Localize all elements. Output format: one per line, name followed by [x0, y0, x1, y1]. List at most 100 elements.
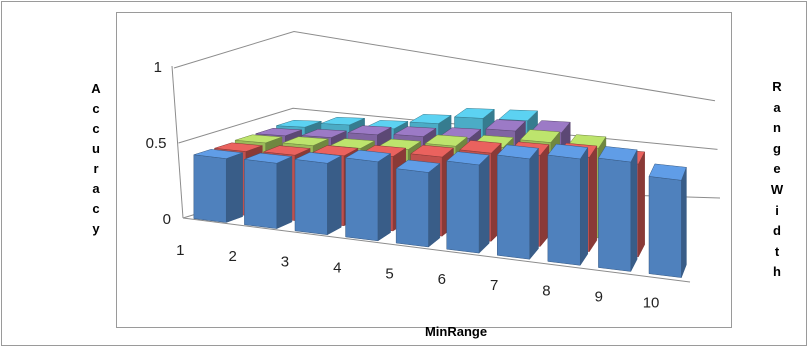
bar-face: [344, 149, 392, 163]
axis-label-letter: u: [92, 141, 100, 156]
x-tick-label: 8: [542, 283, 550, 300]
bar-face: [519, 129, 561, 143]
bars: [193, 108, 687, 278]
bar: [446, 151, 490, 254]
bar-face: [498, 109, 539, 121]
bar-face: [547, 154, 581, 266]
bar-face: [327, 155, 342, 236]
axis-label-letter: c: [92, 121, 100, 136]
axis-label-letter: R: [772, 79, 782, 94]
bar-face: [630, 149, 638, 272]
x-tick-label: 3: [281, 254, 289, 271]
bar: [395, 159, 441, 248]
bar: [344, 149, 392, 242]
y-tick-label: 1: [154, 59, 162, 76]
axis-label-letter: e: [773, 161, 781, 177]
bar-face: [214, 142, 263, 152]
y-tick-label: 0.5: [146, 135, 167, 152]
bar-face: [681, 167, 687, 278]
axis-label-letter: a: [92, 181, 100, 196]
bar-face: [193, 154, 227, 223]
x-tick-label: 10: [643, 294, 660, 311]
bar-face: [393, 126, 437, 137]
x-tick-label: 7: [490, 277, 498, 294]
x-tick-label: 1: [176, 242, 184, 259]
axis-label-letter: y: [92, 221, 100, 236]
axis-label-letter: c: [92, 101, 100, 116]
axis-label-letter: g: [773, 140, 781, 156]
x-tick-label: 9: [595, 289, 603, 306]
bar-face: [320, 117, 365, 126]
bar-face: [589, 145, 598, 253]
axis-label-letter: h: [773, 264, 781, 280]
gridline: [173, 30, 716, 102]
x-tick-label: 4: [333, 260, 341, 277]
bar-face: [547, 143, 589, 160]
axis-label-letter: t: [774, 243, 780, 259]
bar-face: [410, 144, 455, 158]
bar-face: [497, 154, 530, 260]
axis-label-letter: W: [770, 181, 784, 197]
x-tick-label: 5: [385, 265, 393, 282]
bar: [547, 143, 589, 267]
bar-face: [395, 168, 429, 248]
bar-face: [598, 157, 632, 272]
bar-face: [276, 156, 293, 229]
floor-edge: [182, 217, 691, 283]
bar-face: [301, 129, 347, 138]
bar: [496, 144, 539, 260]
bar-face: [496, 144, 539, 160]
bar-face: [648, 163, 687, 181]
bar-face: [235, 134, 283, 144]
bar-face: [446, 151, 490, 166]
bar: [648, 163, 687, 278]
bar-face: [294, 159, 328, 236]
bar-face: [638, 151, 645, 257]
bar-face: [428, 162, 441, 248]
y-axis-line: [171, 65, 184, 219]
bar-face: [579, 146, 589, 267]
x-axis-label: MinRange: [424, 324, 488, 339]
axis-label-letter: n: [773, 120, 781, 136]
bar-face: [294, 152, 343, 164]
bar-face: [529, 147, 539, 260]
bar-face: [225, 152, 243, 223]
axis-label-letter: i: [775, 202, 779, 218]
bar-face: [276, 119, 322, 128]
tick-labels: 0 0.5 1 1 2 3 4 5 6 7 8 9 10: [146, 59, 660, 311]
bar: [294, 152, 343, 236]
bar-face: [485, 119, 527, 132]
bar-face: [244, 152, 293, 164]
bar-face: [453, 108, 496, 119]
bar-face: [478, 154, 490, 254]
bar-face: [377, 153, 391, 242]
bar-face: [282, 136, 329, 146]
bar-face: [395, 159, 441, 173]
bar-face: [345, 157, 379, 242]
bar-face: [459, 140, 502, 154]
axis-label-letter: a: [773, 99, 781, 115]
x-tick-label: 2: [228, 248, 236, 265]
bar: [193, 149, 243, 223]
bar-face: [648, 176, 682, 278]
bar-face: [446, 160, 480, 254]
axis-label-letter: r: [93, 161, 99, 176]
bar-face: [424, 134, 468, 147]
bar-face: [409, 114, 452, 124]
axis-label-letter: d: [773, 223, 781, 239]
x-tick-label: 6: [438, 271, 446, 288]
bar-face: [244, 159, 278, 229]
bar-face: [598, 146, 638, 163]
bar: [244, 152, 293, 229]
bar-face: [193, 149, 243, 159]
bar-face: [263, 145, 312, 156]
bar-face: [255, 128, 302, 137]
axis-label-letter: c: [92, 201, 100, 216]
y-tick-label: 0: [163, 211, 171, 228]
bar: [598, 146, 638, 272]
bar-face: [346, 125, 393, 136]
